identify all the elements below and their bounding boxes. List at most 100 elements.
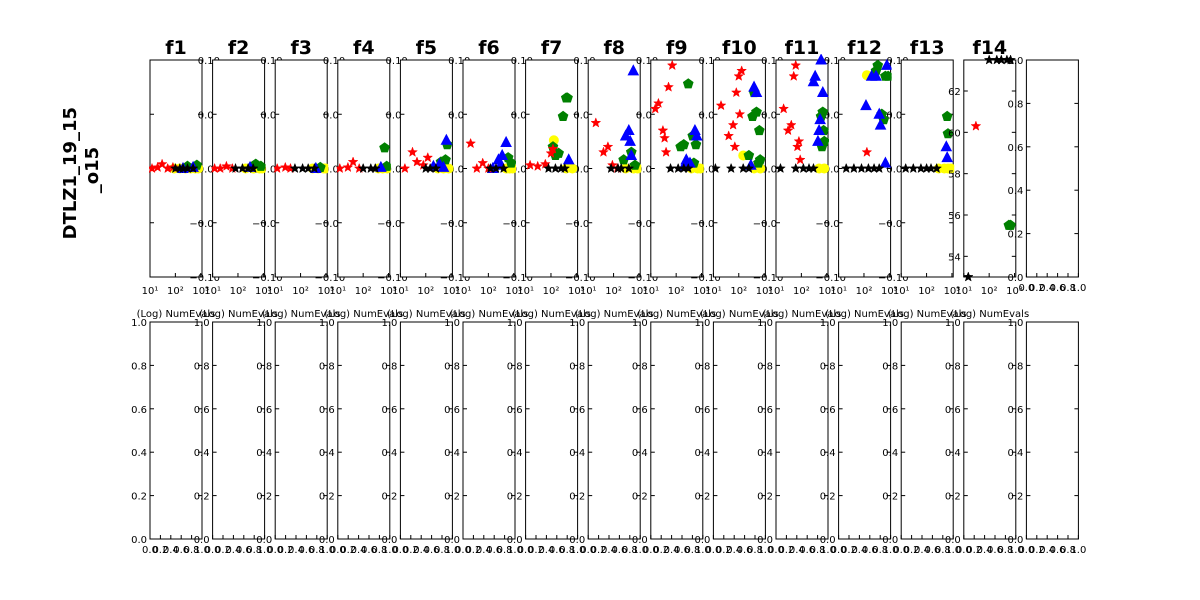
x-tick-label: 0.8 xyxy=(872,545,888,556)
x-tick-label: 0.2 xyxy=(528,545,544,556)
y-tick-label: 1.0 xyxy=(194,318,210,329)
green-pentagon-marker xyxy=(872,59,884,70)
y-tick-label: 0.10 xyxy=(573,56,595,67)
y-tick-label: 0.6 xyxy=(319,405,335,416)
y-tick-label: 1.0 xyxy=(507,318,523,329)
axes-frame xyxy=(1025,59,1079,278)
y-tick-label: 0.00 xyxy=(636,165,658,176)
red-star-marker xyxy=(723,130,735,141)
panel-title-f11: f11 xyxy=(785,37,820,59)
x-tick-label: 0.4 xyxy=(476,545,492,556)
x-tick-label: 0.8 xyxy=(246,545,262,556)
x-tick-label: 0.8 xyxy=(810,545,826,556)
y-tick-label: 0.05 xyxy=(323,110,345,121)
panel-3: f3 −0.10 −0.05 0.00 0.05 0.10 10¹ 10² 10³ (Log) N… xyxy=(262,37,345,320)
y-tick-label: 0.0 xyxy=(694,535,710,546)
panel-2: f2 −0.10 −0.05 0.00 0.05 0.10 10¹ 10² 10³ (Log) N… xyxy=(199,37,282,320)
y-tick-label: 0.0 xyxy=(882,535,898,546)
x-tick-label: 0.4 xyxy=(538,545,554,556)
panel-title-f9: f9 xyxy=(666,37,688,59)
green-pentagon-marker xyxy=(379,142,390,153)
green-pentagon-marker xyxy=(562,92,573,103)
axes-frame xyxy=(650,321,704,540)
y-tick-label: 0.10 xyxy=(198,56,220,67)
y-tick-label: 0.8 xyxy=(945,361,961,372)
red-star-marker xyxy=(477,157,489,168)
x-tick-label: 0.6 xyxy=(486,545,502,556)
x-tick-label: 0.6 xyxy=(737,545,753,556)
panel-title-f10: f10 xyxy=(722,37,757,59)
axes-frame xyxy=(963,321,1017,540)
blue-triangle-marker xyxy=(940,140,953,152)
panel-113: 0.00.20.40.60.81.00.00.20.40.60.81.0 xyxy=(882,318,961,556)
blue-triangle-marker xyxy=(437,160,450,172)
axes-frame xyxy=(775,321,829,540)
y-tick-label: 0.00 xyxy=(886,165,908,176)
x-tick-label: 10³ xyxy=(756,286,773,297)
red-star-marker xyxy=(861,146,873,157)
x-tick-label: 1.0 xyxy=(507,545,523,556)
x-tick-label: 0.4 xyxy=(351,545,367,556)
y-tick-label: 0.00 xyxy=(198,165,220,176)
y-tick-label: 0.8 xyxy=(694,361,710,372)
x-tick-label: 0.8 xyxy=(997,545,1013,556)
y-tick-label: 0.0 xyxy=(381,535,397,546)
x-tick-label: 0.2 xyxy=(340,545,356,556)
panel-11: f11 −0.10 −0.05 0.00 0.05 0.10 10¹ 10² 10³ (Log) … xyxy=(763,37,846,320)
yellow-circle-marker xyxy=(695,163,704,174)
red-star-marker xyxy=(659,132,671,143)
y-tick-label: 0.05 xyxy=(198,110,220,121)
panel-title-f3: f3 xyxy=(290,37,312,59)
axes-frame xyxy=(399,321,453,540)
x-tick-label: 0.8 xyxy=(684,545,700,556)
y-tick-label: 0.2 xyxy=(820,492,836,503)
y-tick-label: −0.05 xyxy=(440,219,471,230)
y-tick-label: 0.0 xyxy=(319,535,335,546)
black-star-marker xyxy=(1005,54,1017,65)
y-tick-label: 0.10 xyxy=(511,56,533,67)
y-tick-label: 0.10 xyxy=(386,56,408,67)
markers xyxy=(840,58,892,174)
y-tick-label: 0.6 xyxy=(507,405,523,416)
y-tick-label: 0.4 xyxy=(820,448,836,459)
panel-title-f7: f7 xyxy=(541,37,563,59)
x-tick-label: 10³ xyxy=(255,286,272,297)
x-tick-label: 0.8 xyxy=(309,545,325,556)
red-star-marker xyxy=(729,141,741,152)
x-tick-label: 0.4 xyxy=(1039,283,1055,294)
x-tick-label: 10³ xyxy=(318,286,335,297)
x-tick-label: 0.2 xyxy=(653,545,669,556)
x-tick-label: 0.4 xyxy=(163,545,179,556)
red-star-marker xyxy=(794,154,806,165)
y-tick-label: 0.4 xyxy=(194,448,210,459)
markers xyxy=(590,64,642,174)
y-tick-label: 0.4 xyxy=(381,448,397,459)
panel-title-f13: f13 xyxy=(910,37,945,59)
panel-14: f14 54 56 58 60 62 10¹ 10² 10³ (Log) NumEvals xyxy=(948,37,1029,320)
x-tick-label: 0.0 xyxy=(205,545,221,556)
y-tick-label: 0.05 xyxy=(511,110,533,121)
panel-115: 0.00.20.40.60.81.00.00.20.40.60.81.0 xyxy=(1007,318,1086,556)
green-pentagon-marker xyxy=(942,128,954,139)
x-tick-label: 10¹ xyxy=(392,286,409,297)
x-tick-label: 0.0 xyxy=(768,545,784,556)
x-tick-label: 1.0 xyxy=(1070,545,1086,556)
y-tick-label: −0.10 xyxy=(878,273,909,284)
x-tick-label: 0.2 xyxy=(278,545,294,556)
y-tick-label: 1.0 xyxy=(694,318,710,329)
black-star-marker xyxy=(808,162,819,174)
blue-triangle-marker xyxy=(807,75,820,87)
y-tick-label: 0.0 xyxy=(569,535,585,546)
panel-title-f6: f6 xyxy=(478,37,500,59)
green-pentagon-marker xyxy=(753,157,764,168)
y-tick-label: 0.10 xyxy=(260,56,282,67)
y-tick-label: 0.6 xyxy=(256,405,272,416)
x-tick-label: 0.0 xyxy=(455,545,471,556)
y-tick-label: 0.4 xyxy=(1007,186,1023,197)
y-tick-label: 0.2 xyxy=(319,492,335,503)
y-tick-label: 0.8 xyxy=(1007,361,1023,372)
x-tick-label: 0.6 xyxy=(424,545,440,556)
x-tick-label: 0.6 xyxy=(298,545,314,556)
yellow-circle-marker xyxy=(945,163,955,174)
